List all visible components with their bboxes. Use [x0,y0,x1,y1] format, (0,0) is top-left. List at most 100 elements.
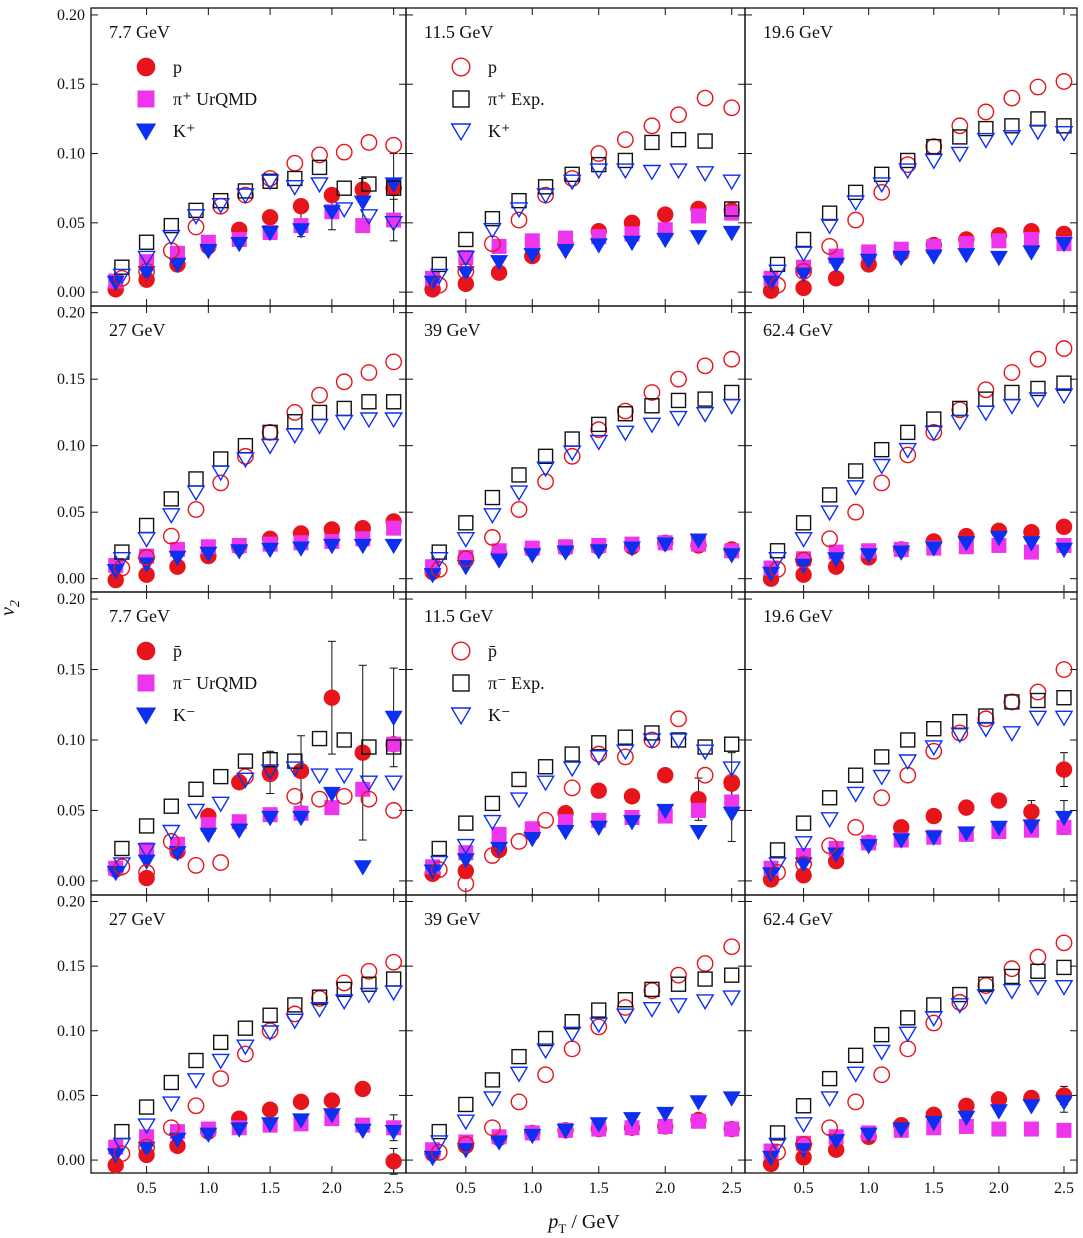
data-point-triangle-down [589,750,609,766]
data-point-triangle-down [950,414,970,431]
data-point-circle [795,262,812,280]
data-point-triangle [859,839,878,855]
data-point-square [361,976,377,992]
data-point-circle [670,710,687,728]
data-point-triangle [261,542,280,559]
data-point-circle [162,1119,180,1137]
data-point-circle [510,833,528,850]
energy-label: 7.7 GeV [109,22,170,42]
legend-label: π⁻ Exp. [488,673,545,693]
data-point-triangle-down [161,824,181,841]
data-point-circle [723,99,741,117]
data-point-triangle [957,826,976,842]
data-point-square [724,1121,740,1137]
data-point-circle [162,833,180,850]
data-point-square [795,1098,812,1114]
energy-label: 7.7 GeV [109,606,170,626]
data-point-triangle-down [359,775,379,792]
data-point-square [926,997,942,1013]
data-point-triangle [689,230,708,246]
data-point-circle [261,1101,279,1118]
data-point-circle [430,560,448,578]
data-point-triangle-down [137,250,156,267]
legend-marker [136,641,156,661]
data-point-triangle-down [1002,983,1022,1000]
panel-row4-col1: 0.00 0.05 0.10 0.15 0.20 0.5 1.0 1.5 2.0 2.5 27 Ge… [57,893,407,1197]
x-tick-label: 2.5 [722,1180,742,1197]
data-point-triangle-down [236,188,255,205]
data-point-square [336,180,352,196]
data-point-triangle-down [846,1066,866,1083]
data-point-circle [187,1097,205,1115]
legend-marker [135,123,157,141]
data-point-triangle-down [161,1096,181,1113]
data-point-square [564,166,580,183]
data-point-triangle-down [642,733,662,750]
data-point-square [564,431,580,447]
data-point-triangle-down [384,412,404,429]
data-point-triangle [623,815,641,831]
data-point-square [670,392,687,409]
data-point-triangle-down [669,163,688,180]
data-point-square [163,491,179,507]
data-point-circle [237,768,254,786]
data-point-circle [430,861,448,879]
data-point-triangle [892,545,911,561]
data-point-square [847,1047,864,1064]
data-point-triangle [656,803,675,820]
data-point-triangle-down [924,740,944,757]
data-point-triangle-down [483,1091,502,1108]
data-point-circle [360,134,378,151]
data-point-triangle-down [186,485,206,502]
panel-row3-col3: 19.6 GeV [744,591,1078,896]
legend-marker [451,641,471,661]
data-point-square [978,391,994,407]
y-tick-label: 0.00 [57,873,85,890]
panel-row3-col2: 11.5 GeV p̄ π⁻ Exp. K⁻ [405,591,746,896]
data-point-circle [484,529,501,546]
data-point-square [287,170,303,187]
data-point-triangle-down [236,452,255,469]
data-point-square [524,233,540,249]
data-point-circle [286,404,304,421]
data-point-square [1030,692,1046,709]
data-point-triangle-down [260,438,280,455]
data-point-square [163,217,179,234]
data-point-circle [670,966,687,984]
data-point-triangle-down [872,458,892,475]
data-point-square [114,259,130,275]
y-tick-label: 0.20 [57,305,85,322]
data-point-triangle-down [260,764,280,781]
data-point-triangle [322,538,341,555]
data-point-square [991,1121,1007,1137]
data-point-triangle-down [536,1043,555,1060]
data-point-triangle [623,1112,641,1128]
data-point-circle [162,242,180,259]
energy-label: 19.6 GeV [763,606,833,626]
data-point-triangle [556,545,575,561]
data-point-triangle-down [1002,130,1022,146]
data-point-circle [847,211,865,229]
data-point-square [991,233,1007,249]
y-tick-label: 0.10 [57,146,85,163]
data-point-square [361,739,377,755]
data-point-square [511,467,527,483]
data-point-circle [795,855,812,873]
data-point-circle [537,473,554,490]
data-point-triangle [423,568,442,584]
data-point-circle [484,235,501,253]
data-point-triangle [490,553,509,569]
data-point-circle [1029,78,1047,96]
data-point-square [874,166,890,183]
data-point-circle [212,474,230,492]
panel-row4-col2: 0.5 1.0 1.5 2.0 2.5 39 GeV [405,894,746,1197]
data-point-triangle-down [509,485,529,502]
data-point-triangle [322,1108,341,1124]
data-point-circle [616,999,634,1016]
data-point-triangle-down [898,442,918,459]
y-tick-label: 0.05 [57,802,85,819]
data-point-triangle-down [695,744,715,761]
data-point-square [511,1048,527,1065]
data-point-triangle [490,1135,509,1151]
